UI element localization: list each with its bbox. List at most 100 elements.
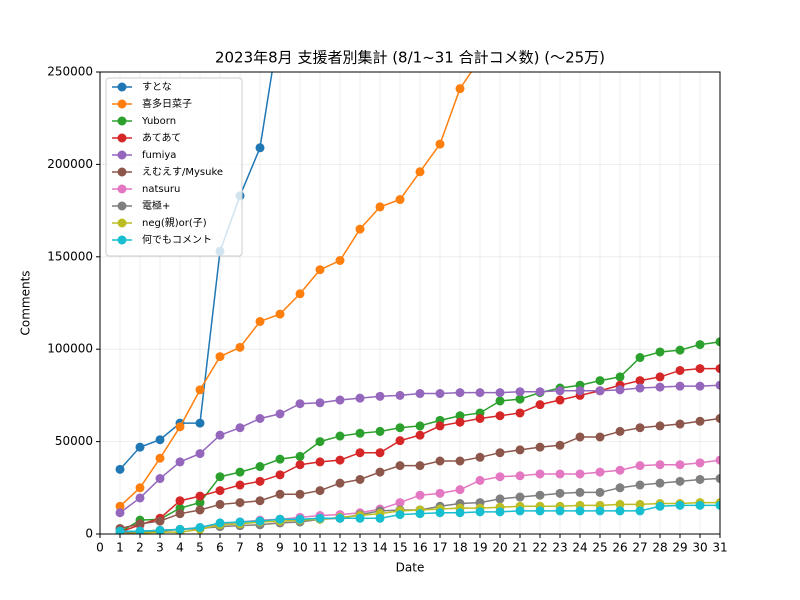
data-point — [675, 500, 685, 510]
x-axis-label: Date — [396, 561, 425, 575]
data-point — [495, 396, 505, 406]
data-point — [135, 493, 145, 503]
data-point — [335, 513, 345, 523]
data-point — [675, 460, 685, 470]
data-point — [135, 442, 145, 452]
legend-marker — [117, 235, 127, 245]
data-point — [195, 498, 205, 508]
data-point — [555, 386, 565, 396]
x-tick-label: 22 — [532, 541, 547, 555]
legend-box — [105, 77, 243, 257]
x-tick-label: 31 — [712, 541, 727, 555]
data-point — [355, 513, 365, 523]
data-point — [195, 505, 205, 515]
y-tick-label: 250000 — [47, 65, 93, 79]
data-point — [375, 513, 385, 523]
legend-label: 何でもコメント — [142, 233, 212, 246]
data-point — [655, 478, 665, 488]
data-point — [475, 452, 485, 462]
data-point — [295, 514, 305, 524]
x-tick-label: 13 — [352, 541, 367, 555]
x-tick-label: 6 — [216, 541, 224, 555]
x-tick-label: 10 — [292, 541, 307, 555]
data-point — [315, 265, 325, 275]
data-point — [295, 460, 305, 470]
data-point — [655, 372, 665, 382]
data-point — [235, 423, 245, 433]
data-point — [355, 448, 365, 458]
data-point — [475, 388, 485, 398]
data-point — [455, 485, 465, 495]
data-point — [535, 469, 545, 479]
data-point — [335, 395, 345, 405]
data-point — [635, 506, 645, 516]
data-point — [275, 309, 285, 319]
data-point — [695, 340, 705, 350]
data-point — [215, 430, 225, 440]
data-point — [435, 139, 445, 149]
data-point — [275, 409, 285, 419]
legend-label: Yuborn — [141, 116, 176, 127]
data-point — [495, 494, 505, 504]
data-point — [435, 488, 445, 498]
x-tick-label: 28 — [652, 541, 667, 555]
data-point — [275, 470, 285, 480]
y-tick-label: 150000 — [47, 249, 93, 263]
data-point — [455, 411, 465, 421]
y-tick-label: 0 — [85, 527, 93, 541]
data-point — [715, 414, 720, 423]
data-point — [175, 422, 185, 432]
data-point — [435, 389, 445, 399]
data-point — [595, 487, 605, 497]
data-point — [495, 507, 505, 517]
data-point — [715, 380, 720, 390]
data-point — [555, 488, 565, 498]
data-point — [515, 387, 525, 397]
data-point — [115, 526, 125, 534]
data-point — [235, 517, 245, 527]
data-point — [615, 372, 625, 382]
data-point — [195, 385, 205, 395]
data-point — [355, 224, 365, 234]
data-point — [415, 167, 425, 177]
data-point — [495, 448, 505, 458]
plot-area — [115, 72, 720, 534]
data-point — [515, 506, 525, 516]
data-point — [195, 449, 205, 459]
data-point — [175, 509, 185, 519]
data-point — [555, 395, 565, 405]
x-tick-label: 17 — [432, 541, 447, 555]
y-axis-label: Comments — [19, 270, 33, 335]
data-point — [675, 419, 685, 429]
data-point — [595, 506, 605, 516]
data-point — [155, 474, 165, 484]
data-point — [335, 431, 345, 441]
data-point — [555, 469, 565, 479]
x-tick-label: 30 — [692, 541, 707, 555]
data-point — [535, 490, 545, 500]
data-point — [515, 445, 525, 455]
data-point — [575, 487, 585, 497]
data-point — [395, 436, 405, 446]
data-point — [495, 388, 505, 398]
x-tick-label: 19 — [472, 541, 487, 555]
x-tick-label: 1 — [116, 541, 124, 555]
data-point — [615, 506, 625, 516]
data-point — [315, 398, 325, 408]
x-tick-label: 26 — [612, 541, 627, 555]
x-tick-label: 14 — [372, 541, 387, 555]
data-point — [515, 492, 525, 502]
data-point — [195, 523, 205, 533]
data-point — [675, 345, 685, 355]
data-point — [155, 453, 165, 463]
legend-marker — [117, 150, 127, 160]
x-tick-label: 20 — [492, 541, 507, 555]
x-tick-label: 15 — [392, 541, 407, 555]
data-point — [355, 393, 365, 403]
data-point — [255, 414, 265, 423]
data-point — [235, 498, 245, 508]
x-tick-label: 27 — [632, 541, 647, 555]
chart-title: 2023年8月 支援者別集計 (8/1~31 合計コメ数) (〜25万) — [215, 49, 605, 67]
